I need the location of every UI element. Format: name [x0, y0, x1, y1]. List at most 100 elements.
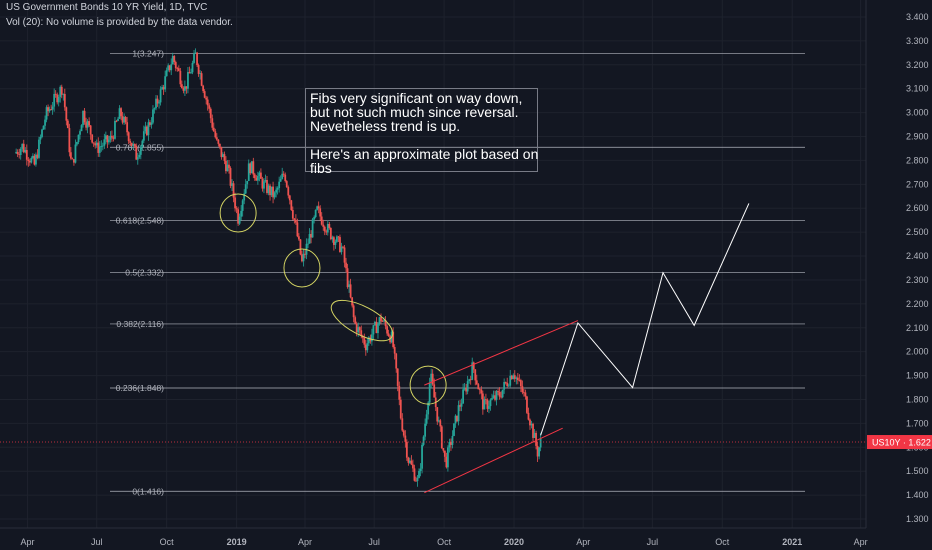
candle [383, 317, 385, 323]
candle [100, 140, 103, 152]
candle-body [199, 73, 202, 75]
candle [489, 398, 492, 411]
candle-body [196, 52, 198, 66]
candle [468, 378, 471, 384]
candle [477, 382, 480, 390]
candle-body [117, 118, 119, 122]
candle-body [48, 109, 51, 112]
candle-body [237, 209, 240, 224]
candle [15, 148, 18, 154]
candle [422, 435, 425, 447]
candle-body [311, 219, 314, 238]
candle-body [322, 224, 325, 227]
candle [155, 95, 157, 111]
candle-body [419, 468, 422, 471]
candle [173, 55, 176, 65]
candle-body [180, 84, 183, 89]
candle-body [343, 247, 346, 263]
candle-body [491, 398, 493, 400]
candle [106, 134, 109, 149]
candle [469, 375, 472, 385]
candle-body [162, 87, 165, 90]
candle [232, 180, 235, 203]
candle-body [124, 117, 127, 123]
candle [95, 139, 98, 148]
candle [478, 387, 481, 395]
candle [152, 105, 154, 125]
candle-body [399, 399, 402, 419]
candle-body [386, 326, 388, 334]
candle [80, 124, 83, 132]
candle-body [453, 423, 455, 436]
candle-body [451, 435, 454, 445]
candle [263, 177, 265, 194]
y-tick-label: 3.100 [906, 84, 929, 94]
candle [214, 128, 217, 139]
candle-body [488, 406, 490, 409]
candle-body [529, 419, 531, 426]
candle-body [86, 121, 89, 128]
candle-body [501, 389, 504, 398]
candle-body [193, 53, 195, 63]
candle [250, 161, 253, 174]
y-tick-label: 1.800 [906, 394, 929, 404]
fib-label: 0(1.416) [132, 486, 164, 496]
candle [97, 137, 100, 157]
candle-body [101, 145, 104, 147]
candle-body [279, 178, 282, 182]
candle-body [136, 157, 139, 160]
y-tick-label: 1.300 [906, 514, 929, 524]
candle-body [378, 317, 381, 324]
candle [264, 174, 267, 183]
annotation-box[interactable]: Fibs very significant on way down, but n… [305, 88, 538, 175]
candle [115, 119, 118, 123]
candle [343, 245, 346, 268]
candle [171, 52, 174, 65]
candle [421, 442, 423, 474]
candle [59, 85, 62, 103]
candle [28, 158, 31, 166]
candle-body [465, 387, 468, 392]
candle-body [222, 154, 224, 158]
candle-body [266, 180, 268, 193]
candle-body [167, 65, 170, 71]
candle [446, 445, 449, 472]
candle [92, 142, 95, 147]
candle-body [298, 236, 300, 240]
candle-body [412, 464, 414, 469]
candle-body [243, 193, 246, 201]
candle [118, 105, 121, 120]
x-tick-label: Oct [437, 537, 452, 547]
candle-body [190, 72, 192, 74]
candle [30, 156, 33, 164]
candle [278, 176, 281, 193]
candle [205, 95, 208, 105]
candle-body [516, 377, 519, 381]
candle-body [410, 460, 413, 465]
candle [145, 125, 148, 136]
candle [521, 380, 524, 395]
candle [215, 133, 218, 141]
candle-body [329, 227, 332, 240]
candle [150, 117, 153, 129]
candle-body [120, 108, 122, 117]
candle-body [339, 237, 341, 253]
candle [69, 147, 72, 160]
candle [506, 377, 509, 388]
candle-body [71, 158, 74, 160]
candle-body [282, 173, 285, 175]
candle-body [328, 223, 331, 228]
candle-body [481, 393, 484, 410]
candle [135, 143, 138, 160]
candle [304, 249, 306, 259]
candle-body [231, 183, 233, 186]
candle [117, 116, 119, 122]
candle-body [215, 137, 218, 140]
candle [512, 373, 515, 380]
candle-body [83, 110, 86, 123]
candle [495, 389, 498, 406]
candle [103, 133, 106, 149]
candle [33, 153, 36, 166]
